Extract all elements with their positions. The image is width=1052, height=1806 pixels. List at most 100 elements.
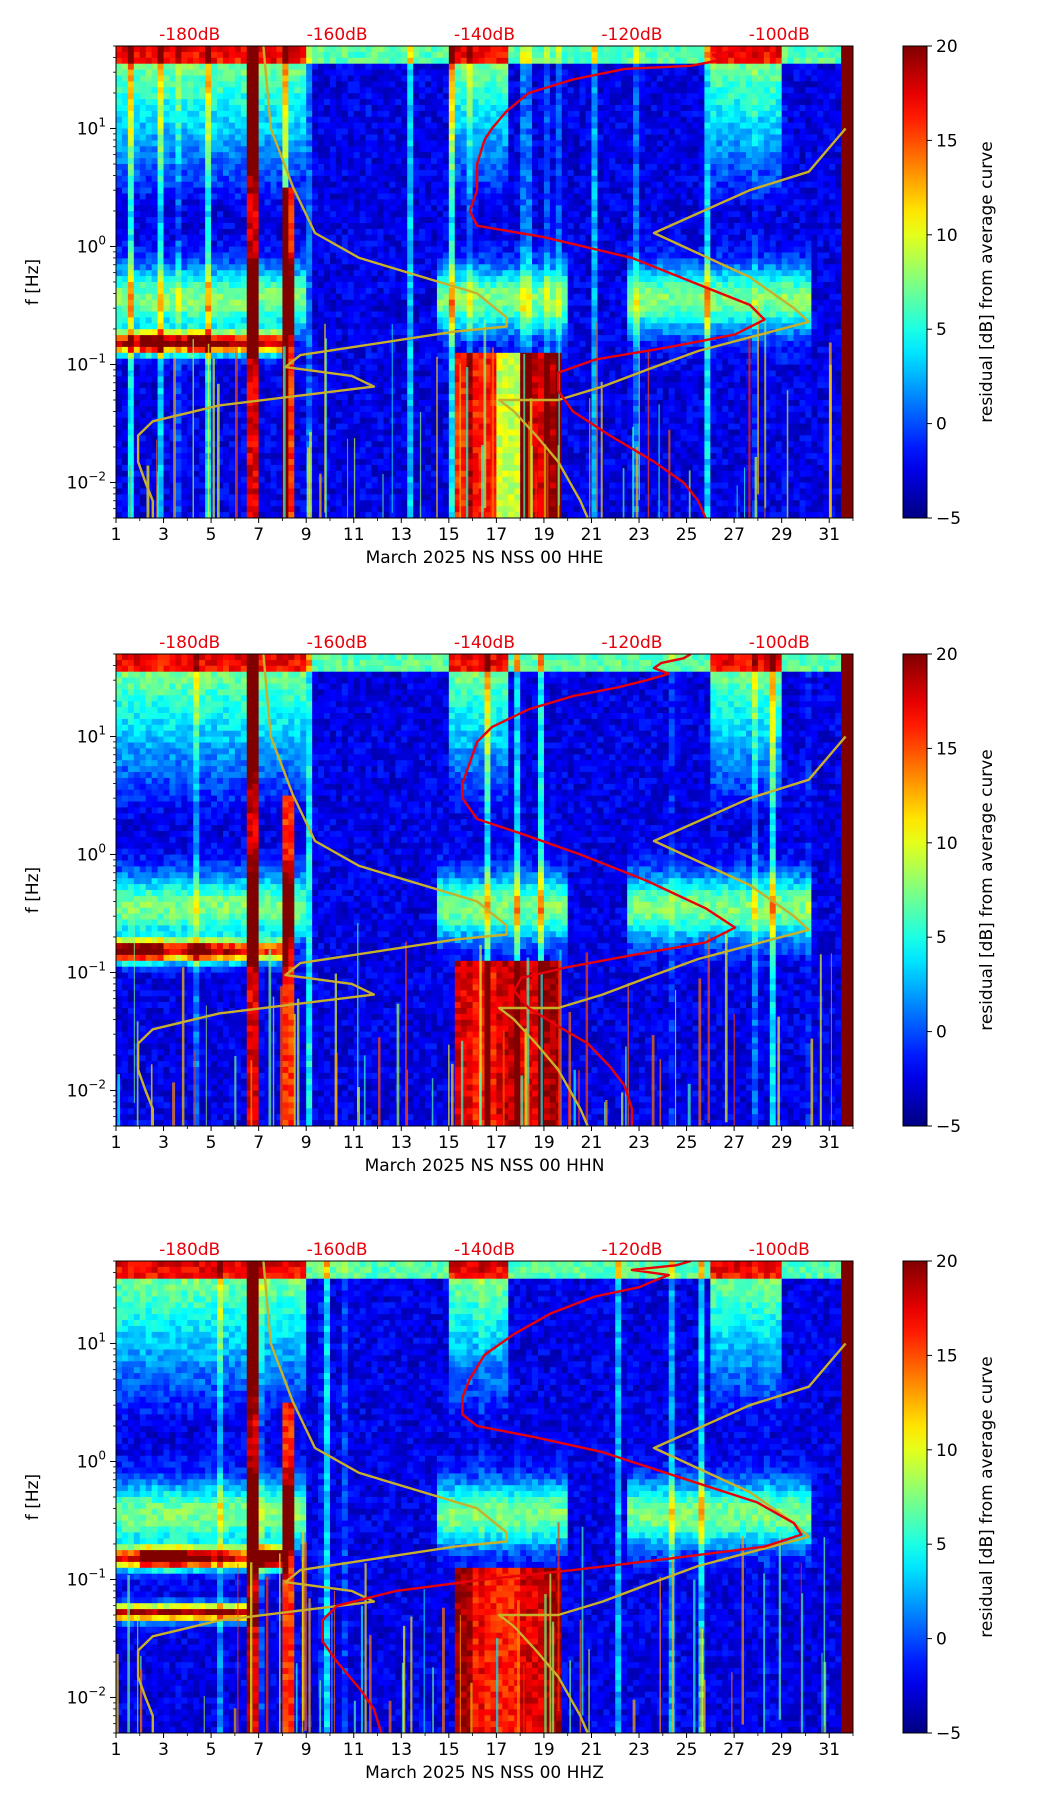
colorbar-tick-label: −5: [936, 1117, 961, 1137]
x-axis-label: March 2025 NS NSS 00 HHZ: [365, 1763, 604, 1783]
x-axis-label: March 2025 NS NSS 00 HHN: [365, 1156, 605, 1176]
colorbar-label: residual [dB] from average curve: [977, 141, 997, 422]
high-noise-model-curve: [498, 1342, 847, 1733]
db-scale-label: -140dB: [454, 1240, 515, 1260]
x-tick-label: 21: [581, 1133, 603, 1153]
y-tick-label: 10−1: [67, 351, 106, 375]
db-scale-label: -120dB: [601, 1240, 662, 1260]
x-tick-label: 3: [158, 525, 169, 545]
high-noise-model-curve: [498, 127, 847, 518]
y-tick-label: 100: [77, 841, 106, 865]
y-axis-label: f [Hz]: [23, 867, 43, 913]
colorbar-label: residual [dB] from average curve: [977, 1356, 997, 1637]
x-tick-label: 7: [253, 1740, 264, 1760]
x-tick-label: 1: [111, 1740, 122, 1760]
low-noise-model-curve: [136, 654, 508, 1126]
db-scale-label: -100dB: [749, 633, 810, 653]
median-psd-curve: [468, 46, 766, 518]
colorbar-tick-label: 0: [936, 1023, 947, 1043]
colorbar-tick-label: 0: [936, 415, 947, 435]
spectrogram-image: [116, 654, 853, 1126]
x-tick-label: 11: [343, 1740, 365, 1760]
y-tick-label: 10−1: [67, 959, 106, 983]
x-tick-label: 25: [676, 1133, 698, 1153]
x-tick-label: 9: [301, 1133, 312, 1153]
colorbar-tick-label: 15: [936, 739, 958, 759]
x-tick-label: 13: [390, 525, 412, 545]
colorbar-tick-label: 10: [936, 834, 958, 854]
x-tick-label: 25: [676, 525, 698, 545]
x-tick-label: 19: [533, 1133, 555, 1153]
db-scale-label: -140dB: [454, 633, 515, 653]
y-tick-label: 101: [77, 723, 106, 747]
db-scale-label: -160dB: [307, 25, 368, 45]
x-tick-label: 15: [438, 525, 460, 545]
x-tick-label: 27: [723, 525, 745, 545]
x-tick-label: 19: [533, 1740, 555, 1760]
x-tick-label: 27: [723, 1133, 745, 1153]
x-tick-label: 17: [486, 1133, 508, 1153]
x-tick-label: 11: [343, 1133, 365, 1153]
colorbar-tick-label: 0: [936, 1630, 947, 1650]
db-scale-label: -120dB: [601, 633, 662, 653]
x-tick-label: 23: [628, 525, 650, 545]
db-scale-label: -140dB: [454, 25, 515, 45]
y-tick-label: 10−1: [67, 1566, 106, 1590]
colorbar-tick-label: −5: [936, 1724, 961, 1744]
x-tick-label: 3: [158, 1740, 169, 1760]
x-tick-label: 5: [206, 525, 217, 545]
x-tick-label: 31: [818, 1133, 840, 1153]
x-tick-label: 15: [438, 1133, 460, 1153]
colorbar-tick-label: 15: [936, 131, 958, 151]
y-tick-label: 101: [77, 115, 106, 139]
x-tick-label: 29: [771, 1133, 793, 1153]
x-tick-label: 27: [723, 1740, 745, 1760]
y-axis-label: f [Hz]: [23, 259, 43, 305]
median-psd-curve: [321, 1261, 803, 1733]
db-scale-label: -180dB: [159, 25, 220, 45]
y-axis-label: f [Hz]: [23, 1474, 43, 1520]
x-tick-label: 9: [301, 1740, 312, 1760]
x-tick-label: 29: [771, 525, 793, 545]
x-tick-label: 7: [253, 1133, 264, 1153]
colorbar-tick-label: 15: [936, 1346, 958, 1366]
colorbar-tick-label: 10: [936, 1441, 958, 1461]
low-noise-model-curve: [136, 1261, 508, 1733]
db-scale-label: -180dB: [159, 1240, 220, 1260]
colorbar-tick-label: 5: [936, 320, 947, 340]
x-tick-label: 9: [301, 525, 312, 545]
db-scale-label: -160dB: [307, 633, 368, 653]
colorbar-tick-label: 20: [936, 37, 958, 57]
x-tick-label: 23: [628, 1740, 650, 1760]
x-tick-label: 23: [628, 1133, 650, 1153]
colorbar-tick-label: 20: [936, 645, 958, 665]
x-tick-label: 31: [818, 1740, 840, 1760]
x-tick-label: 17: [486, 525, 508, 545]
colorbar-tick-label: 20: [936, 1252, 958, 1272]
y-tick-label: 101: [77, 1330, 106, 1354]
low-noise-model-curve: [136, 46, 508, 518]
median-psd-curve: [461, 654, 737, 1126]
x-tick-label: 21: [581, 525, 603, 545]
y-tick-label: 100: [77, 233, 106, 257]
x-tick-label: 31: [818, 525, 840, 545]
db-scale-label: -100dB: [749, 25, 810, 45]
colorbar: 20 15 10 5 0 −5 residual [dB] from average cur…: [902, 1252, 997, 1744]
x-tick-label: 3: [158, 1133, 169, 1153]
x-tick-label: 7: [253, 525, 264, 545]
x-tick-label: 25: [676, 1740, 698, 1760]
high-noise-model-curve: [498, 735, 847, 1126]
x-axis-label: March 2025 NS NSS 00 HHE: [366, 548, 604, 568]
db-scale-label: -120dB: [601, 25, 662, 45]
x-tick-label: 11: [343, 525, 365, 545]
colorbar: 20 15 10 5 0 −5 residual [dB] from average cur…: [902, 37, 997, 529]
x-tick-label: 17: [486, 1740, 508, 1760]
y-tick-label: 10−2: [67, 469, 106, 493]
db-scale-label: -180dB: [159, 633, 220, 653]
x-tick-label: 5: [206, 1133, 217, 1153]
colorbar-tick-label: 5: [936, 928, 947, 948]
colorbar-tick-label: −5: [936, 509, 961, 529]
